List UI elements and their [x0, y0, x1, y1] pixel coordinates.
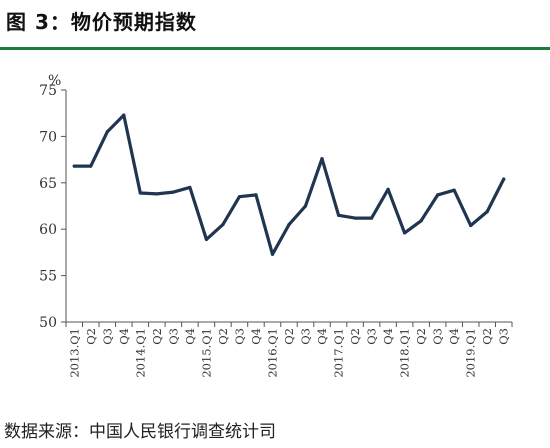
- x-tick-label: Q2: [414, 328, 428, 345]
- x-tick-label: Q2: [282, 328, 296, 345]
- data-point: [469, 223, 473, 228]
- data-point: [386, 187, 390, 191]
- data-point: [502, 177, 506, 181]
- data-point: [138, 191, 142, 195]
- data-point: [403, 231, 407, 235]
- data-point: [270, 252, 275, 256]
- data-point: [155, 192, 159, 196]
- data-point: [237, 195, 242, 199]
- x-tick-label: 2016.Q1: [265, 328, 279, 378]
- data-point: [188, 185, 192, 190]
- x-tick-label: Q4: [249, 328, 263, 345]
- data-point: [452, 188, 456, 192]
- x-tick-label: Q3: [100, 328, 114, 345]
- x-tick-label: Q4: [183, 328, 197, 345]
- y-tick-label: 70: [39, 129, 57, 145]
- source-note: 数据来源：中国人民银行调查统计司: [4, 422, 276, 442]
- y-tick-label: 50: [39, 315, 57, 331]
- x-tick-label: Q2: [480, 328, 494, 345]
- y-tick-label: 65: [39, 176, 57, 192]
- data-point: [419, 219, 423, 223]
- data-point: [72, 164, 76, 168]
- data-point: [221, 222, 225, 227]
- x-tick-label: Q4: [381, 328, 395, 345]
- data-point: [122, 113, 126, 117]
- x-axis-ticks: 2013.Q1 Q2 Q3 Q4 2014.Q1 Q2 Q3 Q4 2015.Q1 Q2 Q3 Q4 2…: [65, 322, 513, 378]
- x-tick-label: Q2: [348, 328, 362, 345]
- title-divider: [0, 47, 550, 50]
- data-point: [353, 216, 357, 220]
- series-points: [72, 113, 506, 256]
- x-tick-label: Q4: [447, 328, 461, 345]
- y-tick-label: 60: [39, 222, 57, 238]
- data-point: [254, 193, 258, 197]
- y-tick-label: 55: [39, 269, 57, 285]
- data-point: [336, 213, 341, 217]
- chart-axes: [65, 90, 512, 323]
- x-tick-label: 2014.Q1: [133, 328, 147, 378]
- x-tick-label: Q3: [497, 328, 511, 345]
- data-point: [287, 222, 291, 227]
- x-tick-label: Q3: [232, 328, 246, 345]
- figure-title: 图 3：物价预期指数: [6, 10, 197, 34]
- x-tick-label: 2017.Q1: [332, 328, 346, 378]
- data-point: [436, 193, 440, 197]
- data-point: [204, 237, 209, 242]
- y-axis-ticks: 50 55 60 65 70 75: [39, 83, 66, 331]
- x-tick-label: Q3: [431, 328, 445, 345]
- x-tick-label: Q2: [216, 328, 230, 345]
- y-axis-unit: %: [48, 73, 61, 89]
- x-tick-label: Q4: [117, 328, 131, 345]
- x-tick-label: Q3: [166, 328, 180, 345]
- data-point: [485, 209, 489, 214]
- data-point: [303, 204, 308, 208]
- series-line: [72, 113, 506, 256]
- x-tick-label: Q4: [315, 328, 329, 345]
- data-point: [171, 190, 175, 194]
- data-point: [105, 130, 109, 134]
- x-tick-label: 2013.Q1: [67, 328, 81, 378]
- data-point: [89, 164, 93, 168]
- x-tick-label: 2019.Q1: [464, 328, 478, 378]
- data-point: [320, 157, 324, 161]
- x-tick-label: Q3: [365, 328, 379, 345]
- x-tick-label: Q2: [84, 328, 98, 345]
- x-tick-label: Q3: [299, 328, 313, 345]
- x-tick-label: 2018.Q1: [398, 328, 412, 378]
- x-tick-label: 2015.Q1: [199, 328, 213, 378]
- data-point: [369, 216, 374, 220]
- y-tick-label: 75: [39, 83, 57, 99]
- x-tick-label: Q2: [150, 328, 164, 345]
